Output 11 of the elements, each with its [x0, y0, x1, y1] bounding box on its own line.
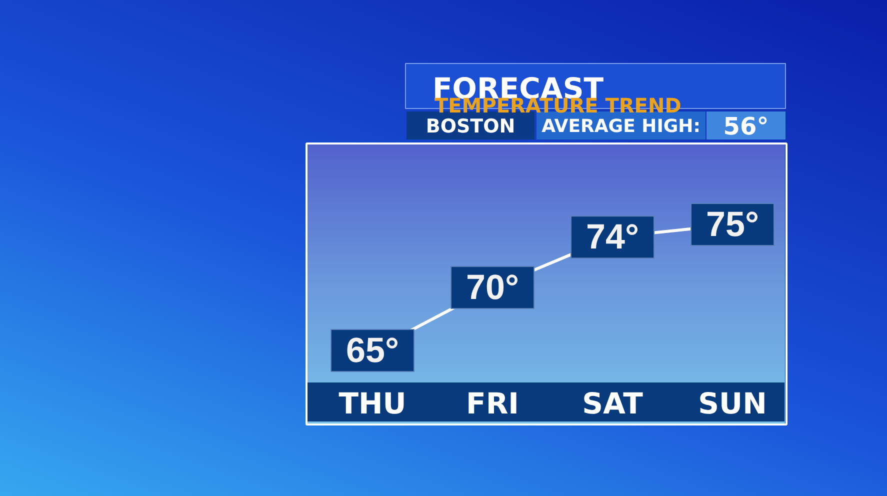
text: 56°	[723, 112, 769, 140]
data-label: 74°	[586, 218, 639, 257]
data-label: 65°	[346, 331, 399, 370]
x-tick-label: SAT	[582, 386, 644, 420]
data-label: 70°	[466, 268, 519, 307]
text: AVERAGE HIGH:	[542, 116, 700, 137]
x-tick-label: SUN	[698, 386, 767, 420]
x-tick-label: FRI	[466, 386, 519, 420]
text: BOSTON	[426, 116, 516, 138]
data-label: 75°	[706, 205, 759, 244]
x-tick-label: THU	[338, 386, 406, 420]
